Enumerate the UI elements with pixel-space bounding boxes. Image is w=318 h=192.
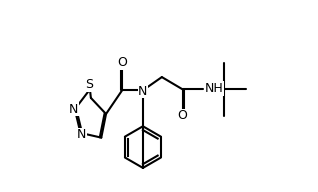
Text: NH: NH <box>204 82 223 95</box>
Text: S: S <box>85 78 93 91</box>
Text: N: N <box>138 85 148 98</box>
Text: O: O <box>178 109 188 122</box>
Text: N: N <box>69 103 79 116</box>
Text: O: O <box>117 56 127 69</box>
Text: N: N <box>77 128 86 141</box>
